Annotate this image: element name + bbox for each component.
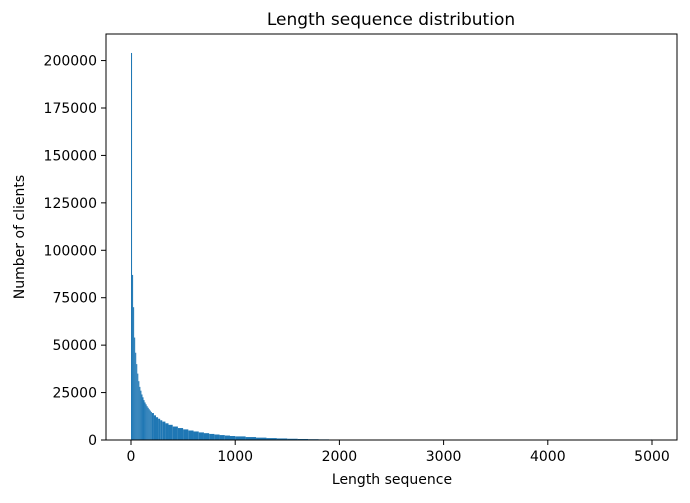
- histogram-bar: [225, 436, 230, 440]
- y-tick-label: 0: [88, 433, 97, 449]
- y-tick-label: 200000: [44, 54, 97, 70]
- histogram-bar: [142, 397, 143, 440]
- x-tick-label: 0: [127, 449, 136, 465]
- histogram-bar: [169, 425, 173, 440]
- y-tick-label: 125000: [44, 196, 97, 212]
- histogram-bar: [156, 417, 158, 440]
- histogram-bar: [178, 428, 183, 440]
- y-tick-label: 175000: [44, 101, 97, 117]
- histogram-bar: [136, 364, 137, 440]
- histogram-bar: [209, 434, 214, 440]
- x-axis-label: Length sequence: [332, 472, 452, 488]
- histogram-bar: [135, 353, 136, 440]
- y-axis: 0 25000 50000 75000 100000 125000 150000 175000…: [44, 54, 106, 449]
- histogram-bar: [147, 406, 148, 440]
- histogram-bar: [134, 338, 135, 440]
- histogram-bar: [154, 415, 156, 440]
- histogram-bar: [132, 275, 133, 440]
- histogram-bar: [146, 404, 147, 440]
- chart-title: Length sequence distribution: [267, 10, 515, 30]
- histogram-bar: [151, 412, 152, 440]
- histogram-bar: [160, 420, 162, 440]
- histogram-bar: [141, 394, 142, 440]
- histogram-bar: [173, 427, 178, 440]
- y-axis-label: Number of clients: [12, 175, 28, 299]
- histogram-bar: [230, 436, 235, 440]
- histogram-bar: [188, 431, 193, 440]
- histogram-bar: [150, 411, 151, 440]
- x-tick-label: 4000: [530, 449, 566, 465]
- histogram-bar: [199, 432, 204, 440]
- x-tick-label: 5000: [634, 449, 670, 465]
- x-axis: 0 1000 2000 3000 4000 5000: [127, 440, 670, 465]
- histogram-bar: [145, 402, 146, 440]
- x-tick-label: 3000: [426, 449, 462, 465]
- y-tick-label: 150000: [44, 148, 97, 164]
- histogram-bar: [137, 374, 138, 440]
- histogram-bar: [165, 423, 168, 440]
- histogram-bar: [138, 381, 139, 440]
- histogram-bar: [183, 429, 188, 440]
- plot-frame: [106, 34, 677, 440]
- histogram-bar: [152, 413, 154, 440]
- y-tick-label: 100000: [44, 243, 97, 259]
- bars-group: [131, 53, 652, 440]
- histogram-bar: [194, 431, 199, 440]
- histogram-bar: [148, 408, 149, 440]
- x-tick-label: 2000: [322, 449, 358, 465]
- histogram-bar: [220, 435, 225, 440]
- histogram-bar: [139, 387, 140, 440]
- histogram-bar: [144, 400, 145, 440]
- y-tick-label: 50000: [52, 338, 97, 354]
- histogram-bar: [204, 433, 209, 440]
- y-tick-label: 75000: [52, 291, 97, 307]
- histogram-bar: [131, 53, 132, 440]
- histogram-bar: [158, 419, 160, 440]
- histogram-bar: [133, 307, 134, 440]
- y-tick-label: 25000: [52, 386, 97, 402]
- histogram-bar: [235, 436, 245, 440]
- histogram-bar: [149, 409, 150, 440]
- histogram-bar: [140, 391, 141, 440]
- histogram-bar: [214, 435, 219, 441]
- histogram-bar: [162, 422, 165, 440]
- x-tick-label: 1000: [217, 449, 253, 465]
